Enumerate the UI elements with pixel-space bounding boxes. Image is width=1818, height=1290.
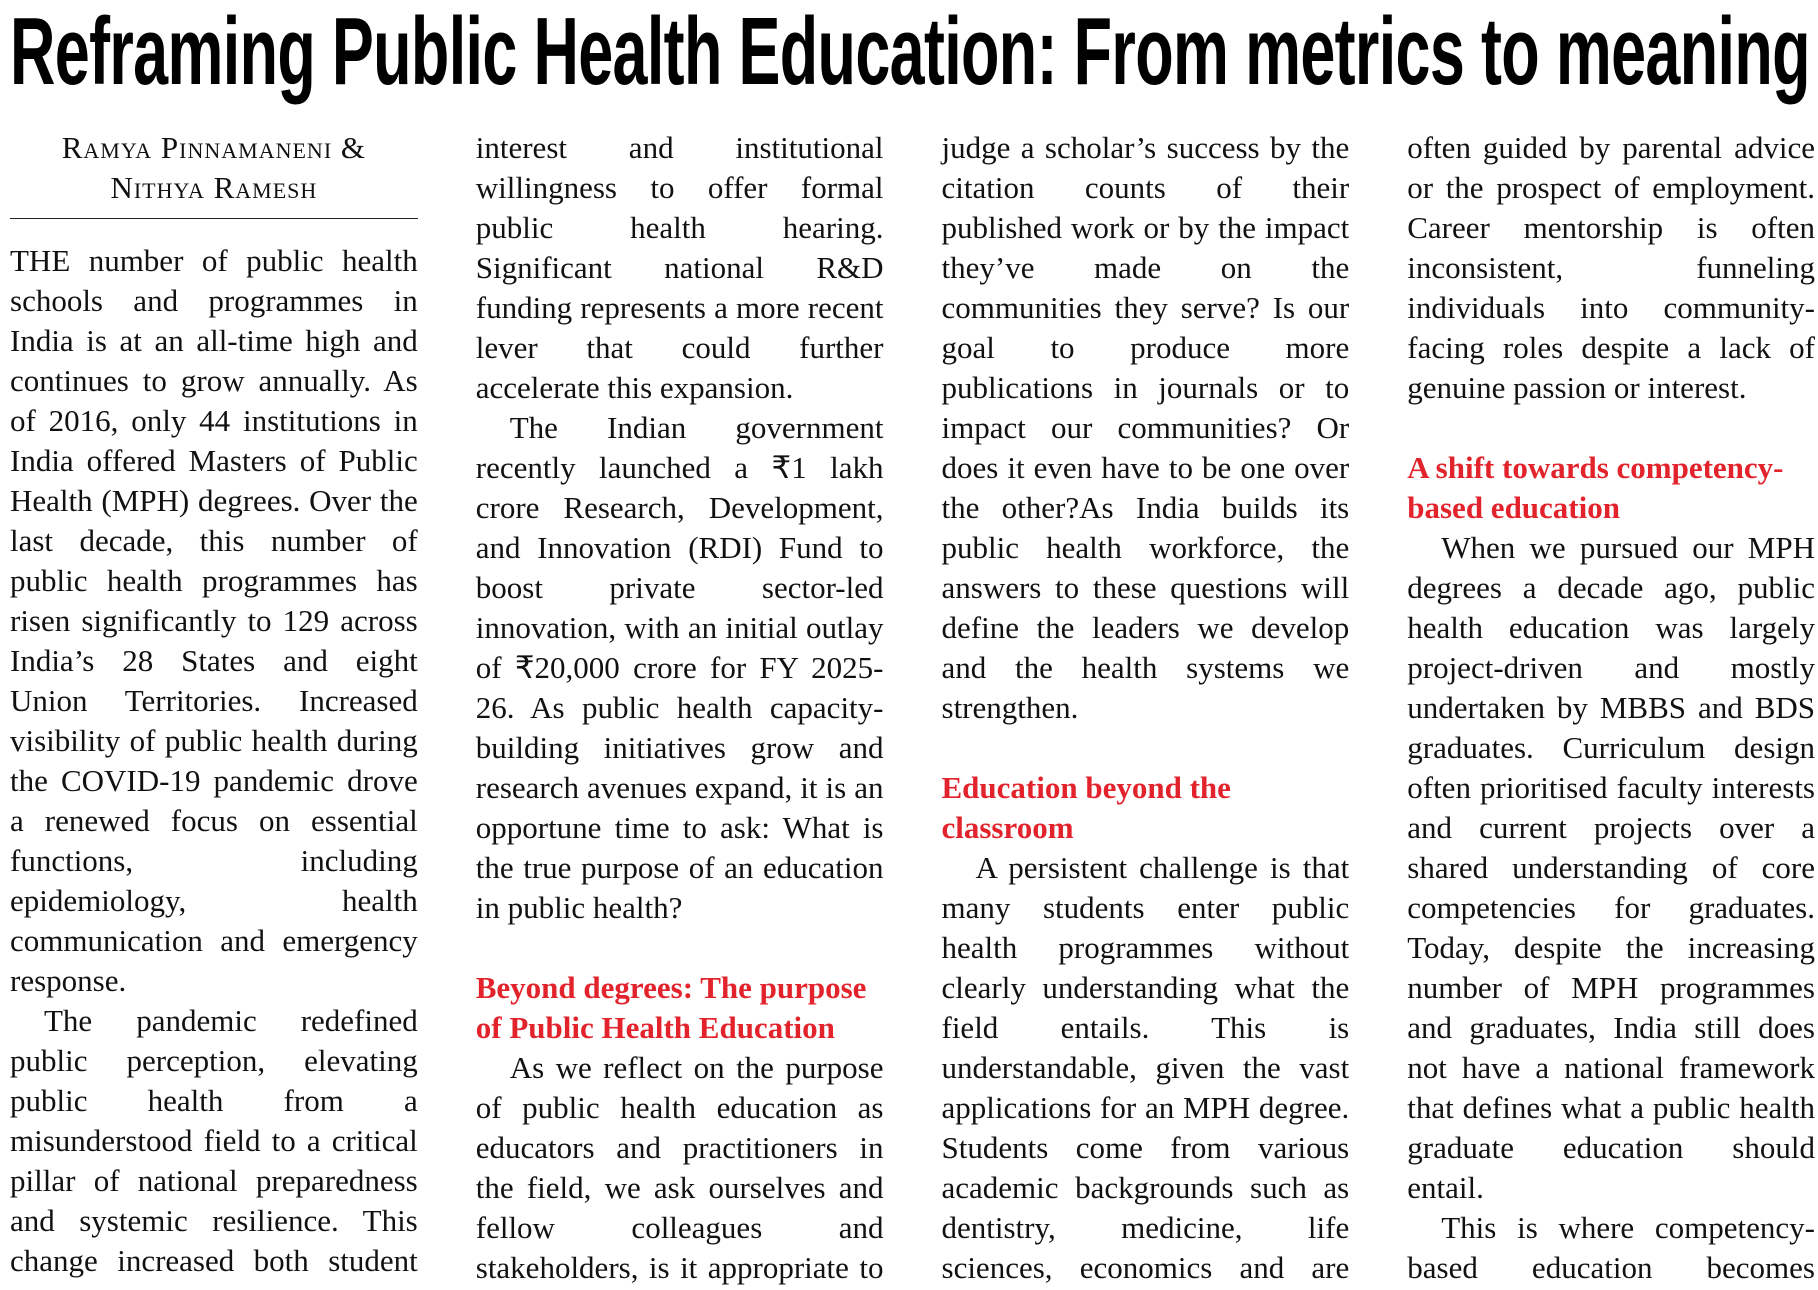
byline: Ramya Pinnamaneni & Nithya Ramesh xyxy=(10,128,418,219)
paragraph: A persistent challenge is that many stud… xyxy=(941,130,1816,1285)
section-heading: Education beyond the classroom xyxy=(941,770,1231,845)
article-body: Ramya Pinnamaneni & Nithya Ramesh THE nu… xyxy=(10,128,1815,1290)
section-heading: Beyond degrees: The purpose of Public He… xyxy=(475,970,867,1045)
paragraph: When we pursued our MPH degrees a decade… xyxy=(1407,530,1815,1205)
section-heading: A shift towards competency-based educati… xyxy=(1407,450,1784,525)
paragraph: THE number of public health schools and … xyxy=(10,243,418,998)
paragraph: The Indian government recently launched … xyxy=(475,410,884,925)
paragraph: The pandemic redefined public perception… xyxy=(10,130,884,1278)
paragraph: This is where competency-based education… xyxy=(1407,1210,1815,1285)
article-title: Reframing Public Health Education: From … xyxy=(10,0,1810,105)
author-2: Nithya Ramesh xyxy=(110,170,318,205)
author-1: Ramya Pinnamaneni & xyxy=(61,130,367,165)
paragraph: As we reflect on the purpose of public h… xyxy=(475,130,1350,1285)
